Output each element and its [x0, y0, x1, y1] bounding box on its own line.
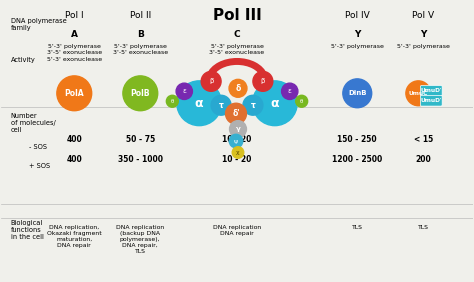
Circle shape — [282, 83, 298, 100]
Text: 5'-3' polymerase: 5'-3' polymerase — [397, 44, 450, 49]
Text: PolB: PolB — [130, 89, 150, 98]
Text: UmuD': UmuD' — [420, 98, 442, 103]
Text: 50 - 75: 50 - 75 — [126, 135, 155, 144]
Text: DNA replication
(backup DNA
polymerase),
DNA repair,
TLS: DNA replication (backup DNA polymerase),… — [116, 225, 164, 254]
Text: TLS: TLS — [352, 225, 363, 230]
Circle shape — [177, 81, 221, 126]
Circle shape — [232, 147, 244, 158]
Text: 200: 200 — [415, 155, 431, 164]
Text: τ: τ — [219, 101, 224, 110]
Text: DNA replication,
Okazaki fragment
maturation,
DNA repair: DNA replication, Okazaki fragment matura… — [47, 225, 101, 248]
Text: ε: ε — [288, 88, 292, 94]
Text: Y: Y — [354, 30, 360, 39]
Text: 400: 400 — [66, 135, 82, 144]
Circle shape — [123, 76, 158, 111]
Circle shape — [229, 121, 246, 138]
Text: + SOS: + SOS — [29, 164, 51, 169]
Text: τ: τ — [250, 101, 255, 110]
Circle shape — [243, 95, 263, 115]
Text: β: β — [209, 78, 213, 84]
Text: DNA replication
DNA repair: DNA replication DNA repair — [213, 225, 261, 236]
Circle shape — [229, 134, 243, 148]
Text: DinB: DinB — [348, 90, 366, 96]
Circle shape — [229, 79, 247, 97]
Circle shape — [57, 76, 91, 111]
Circle shape — [296, 95, 308, 107]
Circle shape — [211, 95, 231, 115]
Text: δ': δ' — [232, 109, 240, 118]
Text: χ: χ — [236, 150, 240, 155]
Text: Pol III: Pol III — [213, 8, 261, 23]
Text: A: A — [71, 30, 78, 39]
Text: θ: θ — [171, 99, 174, 104]
Text: 5'-3' polymerase
3'-5' exonuclease
5'-3' exonuclease: 5'-3' polymerase 3'-5' exonuclease 5'-3'… — [47, 44, 102, 61]
Text: Biological
functions
in the cell: Biological functions in the cell — [10, 220, 44, 240]
Text: ψ: ψ — [234, 138, 238, 144]
Circle shape — [406, 81, 431, 106]
Circle shape — [201, 71, 221, 91]
Circle shape — [226, 103, 246, 124]
Text: UmuD': UmuD' — [420, 88, 442, 93]
Text: C: C — [234, 30, 240, 39]
Text: DNA polymerase
family: DNA polymerase family — [10, 17, 66, 30]
Text: UmuC: UmuC — [409, 91, 428, 96]
Circle shape — [253, 71, 273, 91]
Text: 5'-3' polymerase: 5'-3' polymerase — [331, 44, 384, 49]
Text: - SOS: - SOS — [29, 144, 47, 150]
Text: B: B — [137, 30, 144, 39]
Text: Activity: Activity — [10, 57, 36, 63]
Circle shape — [343, 79, 372, 108]
Text: θ: θ — [300, 99, 303, 104]
Text: β: β — [261, 78, 265, 84]
Text: ε: ε — [182, 88, 186, 94]
FancyBboxPatch shape — [420, 85, 442, 96]
Text: Number
of molecules/
cell: Number of molecules/ cell — [10, 113, 55, 133]
Text: 5'-3' polymerase
3'-5' exonuclease: 5'-3' polymerase 3'-5' exonuclease — [210, 44, 264, 55]
Text: TLS: TLS — [418, 225, 429, 230]
Text: 10 - 20: 10 - 20 — [222, 155, 252, 164]
Text: α: α — [271, 97, 279, 110]
Text: PolA: PolA — [64, 89, 84, 98]
Text: Pol II: Pol II — [130, 10, 151, 19]
Circle shape — [176, 83, 192, 100]
Text: 350 - 1000: 350 - 1000 — [118, 155, 163, 164]
Text: Pol V: Pol V — [412, 10, 434, 19]
Text: < 15: < 15 — [414, 135, 433, 144]
Text: 10 - 20: 10 - 20 — [222, 135, 252, 144]
Text: 1200 - 2500: 1200 - 2500 — [332, 155, 383, 164]
Text: 400: 400 — [66, 155, 82, 164]
FancyBboxPatch shape — [420, 95, 442, 106]
Text: δ: δ — [235, 84, 241, 93]
Text: Pol IV: Pol IV — [345, 10, 370, 19]
Text: Pol I: Pol I — [65, 10, 83, 19]
Circle shape — [166, 95, 178, 107]
Text: α: α — [195, 97, 203, 110]
Text: Y: Y — [420, 30, 427, 39]
Text: 150 - 250: 150 - 250 — [337, 135, 377, 144]
Text: 5'-3' polymerase
3'-5' exonuclease: 5'-3' polymerase 3'-5' exonuclease — [113, 44, 168, 55]
Circle shape — [253, 81, 297, 126]
Text: γ: γ — [236, 126, 240, 132]
